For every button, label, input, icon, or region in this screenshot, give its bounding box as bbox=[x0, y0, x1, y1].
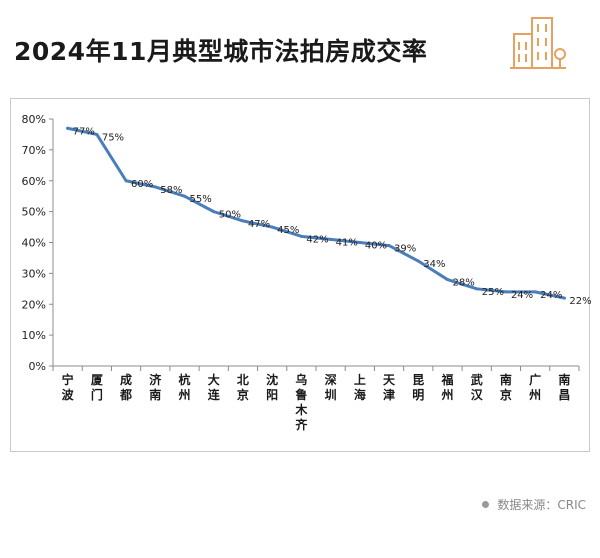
data-point bbox=[212, 210, 216, 214]
x-tick-label: 厦门 bbox=[91, 372, 104, 402]
x-tick-label: 沈阳 bbox=[266, 372, 278, 402]
x-tick-label: 深圳 bbox=[325, 372, 337, 402]
data-point bbox=[387, 244, 391, 248]
y-tick-label: 50% bbox=[22, 206, 46, 219]
x-tick-label: 南京 bbox=[500, 372, 512, 402]
y-tick-label: 30% bbox=[22, 267, 46, 280]
data-point bbox=[153, 185, 157, 189]
data-point bbox=[562, 296, 566, 300]
y-tick-label: 0% bbox=[29, 360, 46, 373]
y-tick-label: 60% bbox=[22, 175, 46, 188]
data-point bbox=[533, 290, 537, 294]
y-tick-label: 10% bbox=[22, 329, 46, 342]
data-label: 41% bbox=[336, 237, 358, 248]
x-tick-label: 昆明 bbox=[412, 373, 424, 402]
x-tick-label: 上海 bbox=[354, 372, 366, 402]
data-label: 34% bbox=[423, 259, 445, 270]
data-point bbox=[124, 179, 128, 183]
x-tick-label: 大连 bbox=[208, 372, 221, 402]
x-tick-label: 北京 bbox=[237, 372, 249, 402]
chart-title: 2024年11月典型城市法拍房成交率 bbox=[14, 37, 428, 66]
x-tick-label: 成都 bbox=[119, 372, 132, 402]
data-label: 40% bbox=[365, 241, 387, 252]
data-label: 24% bbox=[511, 290, 533, 301]
data-label: 75% bbox=[102, 132, 124, 143]
data-label: 28% bbox=[453, 278, 475, 289]
data-point bbox=[416, 259, 420, 263]
source-text: 数据来源：CRIC bbox=[497, 498, 586, 512]
data-point bbox=[504, 290, 508, 294]
x-tick-label: 广州 bbox=[528, 372, 541, 402]
series-line-group bbox=[66, 126, 566, 300]
data-label: 55% bbox=[190, 194, 212, 205]
y-tick-label: 70% bbox=[22, 144, 46, 157]
x-tick-label: 福州 bbox=[440, 372, 453, 402]
data-point bbox=[299, 234, 303, 238]
data-label: 50% bbox=[219, 210, 241, 221]
bullet-dot-icon bbox=[482, 501, 490, 508]
data-point bbox=[241, 219, 245, 223]
data-label: 24% bbox=[540, 290, 562, 301]
data-label: 60% bbox=[131, 179, 153, 190]
data-label: 45% bbox=[277, 225, 299, 236]
data-label: 25% bbox=[482, 287, 504, 298]
data-label: 39% bbox=[394, 244, 416, 255]
x-tick-label: 宁波 bbox=[62, 372, 75, 402]
data-label: 47% bbox=[248, 219, 270, 230]
data-point bbox=[270, 225, 274, 229]
x-tick-label: 天津 bbox=[383, 373, 396, 402]
chart-frame: 0% 10% 20% 30% 40% 50% 60% 70% 80% 宁波 厦门 成都 济南 杭州 大连北… bbox=[10, 98, 591, 452]
data-point bbox=[329, 237, 333, 241]
source-note: 数据来源：CRIC bbox=[482, 496, 586, 513]
x-tick-label: 济南 bbox=[149, 372, 162, 402]
x-tick-label: 南昌 bbox=[558, 372, 570, 402]
data-label: 58% bbox=[160, 185, 182, 196]
data-label: 77% bbox=[73, 126, 95, 137]
building-icon bbox=[510, 17, 566, 69]
data-label: 42% bbox=[306, 234, 328, 245]
y-tick-label: 40% bbox=[22, 237, 46, 250]
data-point bbox=[446, 278, 449, 282]
data-point bbox=[95, 132, 99, 136]
y-axis: 0% 10% 20% 30% 40% 50% 60% 70% 80% bbox=[22, 113, 54, 373]
data-labels: 77% 75% 60% 58% 55% 50% 47% 45% 42% 41% 40% 39% 34% 2… bbox=[73, 126, 591, 307]
series-line bbox=[66, 126, 566, 300]
data-point bbox=[66, 126, 70, 130]
line-chart: 0% 10% 20% 30% 40% 50% 60% 70% 80% 宁波厦门成都济南杭州大连北… bbox=[22, 113, 591, 432]
data-point bbox=[358, 241, 362, 244]
x-tick-label: 乌鲁木齐 bbox=[294, 372, 308, 432]
x-tick-label: 武汉 bbox=[471, 372, 484, 402]
data-label: 22% bbox=[569, 296, 591, 307]
y-tick-label: 80% bbox=[22, 113, 46, 126]
y-tick-label: 20% bbox=[22, 298, 46, 311]
data-point bbox=[475, 287, 479, 291]
data-point bbox=[183, 194, 186, 198]
x-tick-label: 杭州 bbox=[177, 372, 190, 402]
